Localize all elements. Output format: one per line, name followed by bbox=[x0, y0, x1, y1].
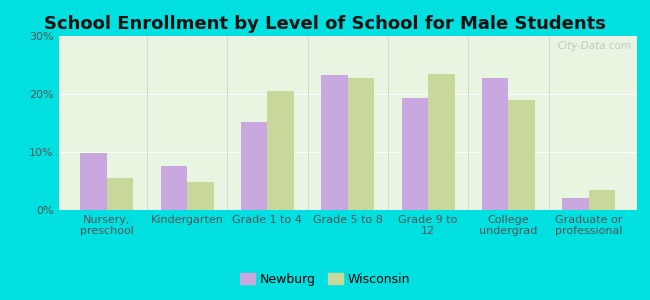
Bar bbox=[562, 198, 589, 210]
Bar bbox=[402, 98, 428, 210]
Bar bbox=[589, 190, 616, 210]
Bar bbox=[267, 91, 294, 210]
Bar bbox=[348, 78, 374, 210]
Bar bbox=[187, 182, 214, 210]
Bar bbox=[321, 75, 348, 210]
Bar bbox=[107, 178, 133, 210]
Text: City-Data.com: City-Data.com bbox=[557, 41, 631, 51]
Text: School Enrollment by Level of School for Male Students: School Enrollment by Level of School for… bbox=[44, 15, 606, 33]
Bar bbox=[80, 153, 107, 210]
Bar bbox=[482, 78, 508, 210]
Bar bbox=[508, 100, 535, 210]
Bar bbox=[428, 74, 454, 210]
Legend: Newburg, Wisconsin: Newburg, Wisconsin bbox=[235, 268, 415, 291]
Bar bbox=[241, 122, 267, 210]
Bar bbox=[161, 166, 187, 210]
